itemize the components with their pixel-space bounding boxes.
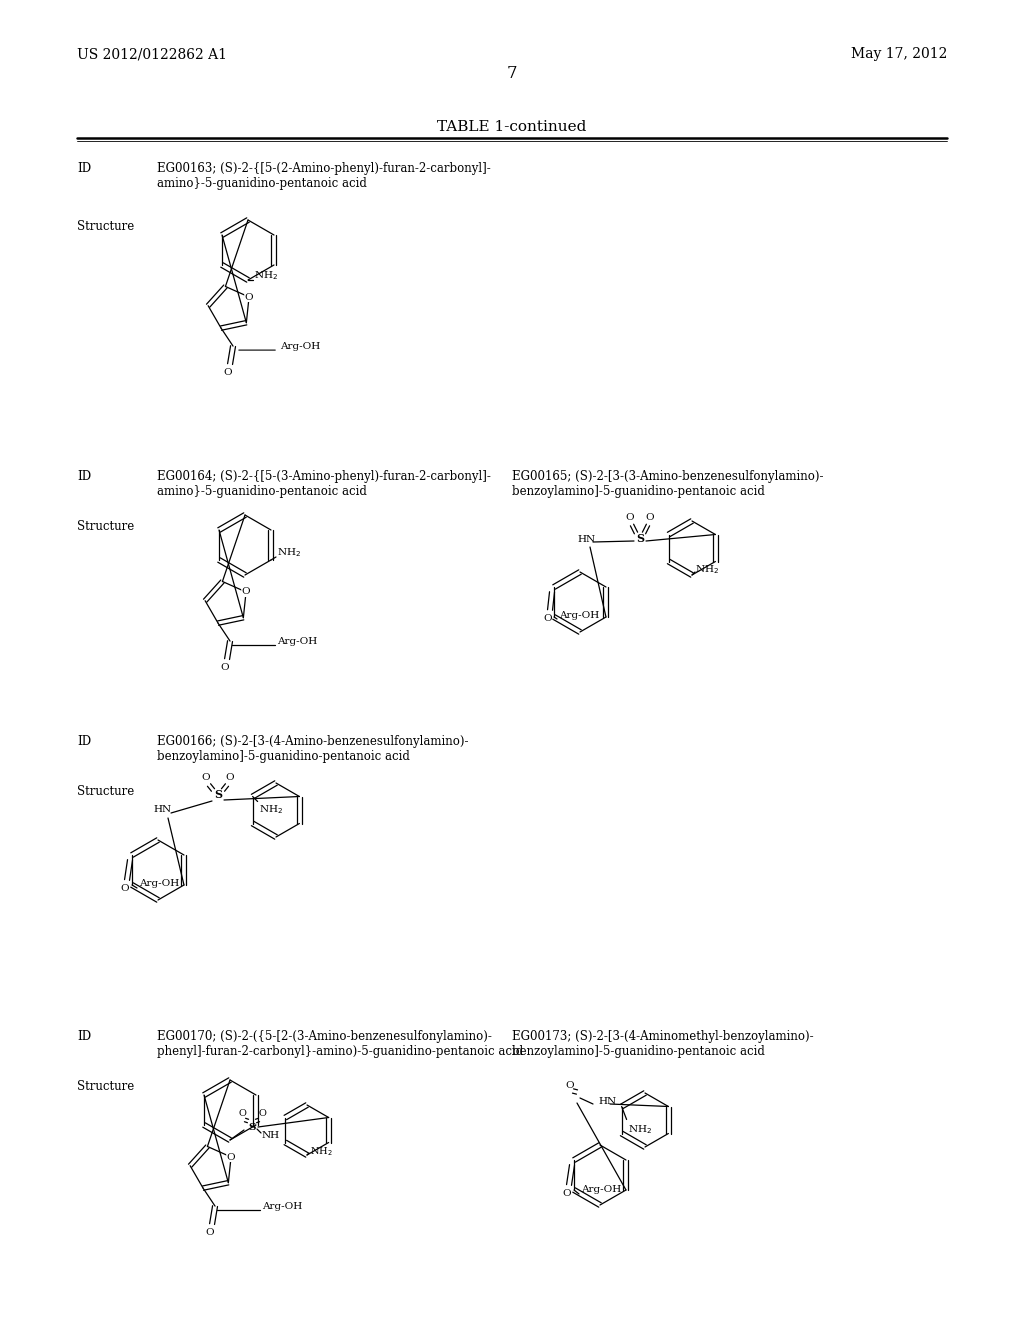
Text: S: S xyxy=(214,789,222,800)
Text: ID: ID xyxy=(77,470,91,483)
Text: O: O xyxy=(226,1152,236,1162)
Text: NH$_2$: NH$_2$ xyxy=(254,269,279,282)
Text: O: O xyxy=(202,774,210,783)
Text: EG00163; (S)-2-{[5-(2-Amino-phenyl)-furan-2-carbonyl]-: EG00163; (S)-2-{[5-(2-Amino-phenyl)-fura… xyxy=(157,162,490,176)
Text: ID: ID xyxy=(77,162,91,176)
Text: O: O xyxy=(242,587,250,597)
Text: O: O xyxy=(225,774,234,783)
Text: Arg-OH: Arg-OH xyxy=(581,1185,622,1195)
Text: O: O xyxy=(565,1081,574,1089)
Text: Arg-OH: Arg-OH xyxy=(262,1201,302,1210)
Text: TABLE 1-continued: TABLE 1-continued xyxy=(437,120,587,135)
Text: amino}-5-guanidino-pentanoic acid: amino}-5-guanidino-pentanoic acid xyxy=(157,177,367,190)
Text: US 2012/0122862 A1: US 2012/0122862 A1 xyxy=(77,48,227,61)
Text: O: O xyxy=(646,513,654,523)
Text: phenyl]-furan-2-carbonyl}-amino)-5-guanidino-pentanoic acid: phenyl]-furan-2-carbonyl}-amino)-5-guani… xyxy=(157,1045,523,1059)
Text: O: O xyxy=(221,663,229,672)
Text: O: O xyxy=(563,1189,571,1199)
Text: ID: ID xyxy=(77,735,91,748)
Text: ID: ID xyxy=(77,1030,91,1043)
Text: HN: HN xyxy=(577,536,595,544)
Text: Structure: Structure xyxy=(77,520,134,533)
Text: NH: NH xyxy=(262,1130,281,1139)
Text: benzoylamino]-5-guanidino-pentanoic acid: benzoylamino]-5-guanidino-pentanoic acid xyxy=(512,484,765,498)
Text: O: O xyxy=(206,1228,214,1237)
Text: EG00173; (S)-2-[3-(4-Aminomethyl-benzoylamino)-: EG00173; (S)-2-[3-(4-Aminomethyl-benzoyl… xyxy=(512,1030,814,1043)
Text: Structure: Structure xyxy=(77,785,134,799)
Text: Arg-OH: Arg-OH xyxy=(139,879,179,888)
Text: NH$_2$: NH$_2$ xyxy=(628,1123,651,1137)
Text: NH$_2$: NH$_2$ xyxy=(310,1146,333,1159)
Text: Structure: Structure xyxy=(77,1080,134,1093)
Text: S: S xyxy=(248,1122,256,1131)
Text: HN: HN xyxy=(153,805,171,814)
Text: O: O xyxy=(258,1109,266,1118)
Text: EG00165; (S)-2-[3-(3-Amino-benzenesulfonylamino)-: EG00165; (S)-2-[3-(3-Amino-benzenesulfon… xyxy=(512,470,823,483)
Text: EG00166; (S)-2-[3-(4-Amino-benzenesulfonylamino)-: EG00166; (S)-2-[3-(4-Amino-benzenesulfon… xyxy=(157,735,469,748)
Text: Arg-OH: Arg-OH xyxy=(559,611,599,620)
Text: S: S xyxy=(636,532,644,544)
Text: EG00170; (S)-2-({5-[2-(3-Amino-benzenesulfonylamino)-: EG00170; (S)-2-({5-[2-(3-Amino-benzenesu… xyxy=(157,1030,492,1043)
Text: Structure: Structure xyxy=(77,220,134,234)
Text: O: O xyxy=(223,368,232,378)
Text: O: O xyxy=(245,293,253,301)
Text: O: O xyxy=(626,513,634,523)
Text: NH$_2$: NH$_2$ xyxy=(695,564,719,577)
Text: 7: 7 xyxy=(507,65,517,82)
Text: benzoylamino]-5-guanidino-pentanoic acid: benzoylamino]-5-guanidino-pentanoic acid xyxy=(157,750,410,763)
Text: O: O xyxy=(121,884,129,894)
Text: HN: HN xyxy=(598,1097,616,1106)
Text: NH$_2$: NH$_2$ xyxy=(276,546,301,560)
Text: NH$_2$: NH$_2$ xyxy=(259,804,283,816)
Text: EG00164; (S)-2-{[5-(3-Amino-phenyl)-furan-2-carbonyl]-: EG00164; (S)-2-{[5-(3-Amino-phenyl)-fura… xyxy=(157,470,490,483)
Text: Arg-OH: Arg-OH xyxy=(278,636,317,645)
Text: Arg-OH: Arg-OH xyxy=(280,342,321,351)
Text: O: O xyxy=(544,614,552,623)
Text: May 17, 2012: May 17, 2012 xyxy=(851,48,947,61)
Text: O: O xyxy=(238,1109,246,1118)
Text: amino}-5-guanidino-pentanoic acid: amino}-5-guanidino-pentanoic acid xyxy=(157,484,367,498)
Text: benzoylamino]-5-guanidino-pentanoic acid: benzoylamino]-5-guanidino-pentanoic acid xyxy=(512,1045,765,1059)
